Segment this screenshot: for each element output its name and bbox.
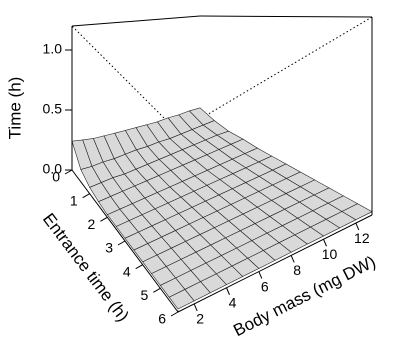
box-edge: [177, 16, 373, 133]
x-tick: [258, 271, 263, 279]
x-tick-label: 8: [293, 262, 301, 278]
x-tick: [323, 239, 327, 247]
y-tick-label: 5: [141, 287, 149, 303]
y-tick-label: 1: [70, 192, 78, 208]
box-edge: [71, 15, 201, 27]
y-tick-label: 4: [123, 263, 131, 279]
x-tick: [226, 287, 230, 295]
y-tick: [153, 287, 161, 293]
y-tick-label: 2: [88, 216, 96, 232]
z-tick-label: 0.0: [43, 161, 63, 177]
x-tick: [355, 222, 360, 231]
y-tick: [82, 193, 90, 199]
box-edge: [71, 25, 179, 133]
y-tick-label: 3: [105, 240, 113, 256]
surface-cell: [168, 289, 195, 310]
y-tick: [135, 264, 143, 270]
x-tick-label: 2: [196, 311, 204, 327]
z-axis-label: Time (h): [5, 77, 24, 140]
y-tick: [64, 169, 73, 175]
z-tick-label: 1.0: [43, 41, 63, 57]
x-tick-label: 6: [261, 278, 269, 294]
z-tick-label: 0.5: [43, 101, 63, 117]
axis-line: [177, 214, 373, 313]
x-tick-label: 12: [354, 230, 370, 246]
x-tick-label: 10: [322, 246, 338, 262]
y-tick: [100, 216, 108, 222]
box-edge: [199, 15, 373, 18]
y-tick: [170, 311, 179, 317]
x-tick: [290, 255, 295, 263]
x-tick: [193, 303, 198, 312]
y-tick-label: 0: [52, 169, 60, 185]
y-tick-label: 6: [158, 311, 166, 327]
y-tick: [117, 240, 126, 246]
x-tick-label: 4: [229, 294, 237, 310]
